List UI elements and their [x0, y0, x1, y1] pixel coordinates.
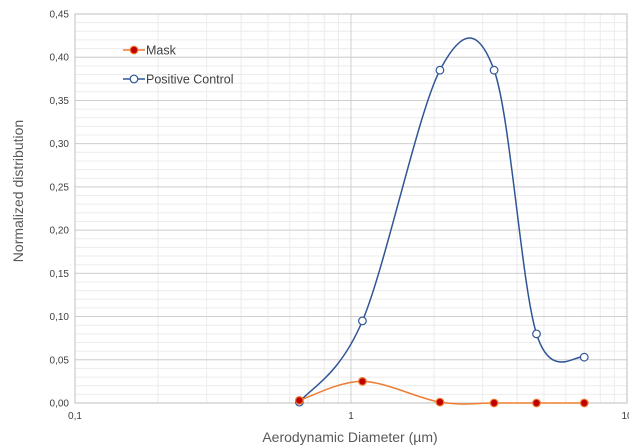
- y-tick-label: 0,20: [50, 226, 70, 237]
- y-tick-label: 0,15: [50, 269, 70, 280]
- y-tick-label: 0,10: [50, 312, 70, 323]
- data-point-mask: [436, 398, 444, 406]
- series-line-positive-control: [299, 38, 584, 402]
- legend: Mask Positive Control: [123, 44, 234, 87]
- x-tick-label: 1: [348, 411, 354, 422]
- data-point-mask: [490, 399, 498, 407]
- legend-item-mask: Mask: [123, 44, 177, 58]
- data-point-positive-control: [580, 353, 588, 361]
- y-tick-label: 0,05: [50, 355, 70, 366]
- data-point-mask: [359, 378, 367, 386]
- y-tick-label: 0,45: [50, 10, 70, 21]
- y-tick-label: 0,25: [50, 182, 70, 193]
- data-point-mask: [296, 397, 304, 405]
- y-tick-label: 0,35: [50, 96, 70, 107]
- legend-label: Positive Control: [146, 73, 234, 87]
- x-tick-label: 0,1: [68, 411, 82, 422]
- data-point-mask: [533, 399, 541, 407]
- legend-swatch-marker: [130, 75, 138, 83]
- y-tick-label: 0,00: [50, 399, 70, 410]
- y-tick-label: 0,30: [50, 139, 70, 150]
- x-axis-title: Aerodynamic Diameter (µm): [262, 429, 437, 445]
- legend-label: Mask: [146, 44, 177, 58]
- data-point-positive-control: [436, 66, 444, 74]
- data-point-positive-control: [359, 317, 367, 325]
- data-point-positive-control: [490, 66, 498, 74]
- y-axis-title: Normalized distribution: [10, 120, 26, 262]
- y-tick-label: 0,40: [50, 53, 70, 64]
- x-axis-tick-labels: 0,1 1 10: [68, 411, 629, 422]
- data-point-mask: [580, 399, 588, 407]
- legend-swatch-marker: [130, 46, 138, 54]
- y-axis-tick-labels: 0,00 0,05 0,10 0,15 0,20 0,25 0,30 0,35 0,40 0,45: [50, 10, 70, 410]
- x-tick-label: 10: [621, 411, 629, 422]
- data-point-positive-control: [533, 330, 541, 338]
